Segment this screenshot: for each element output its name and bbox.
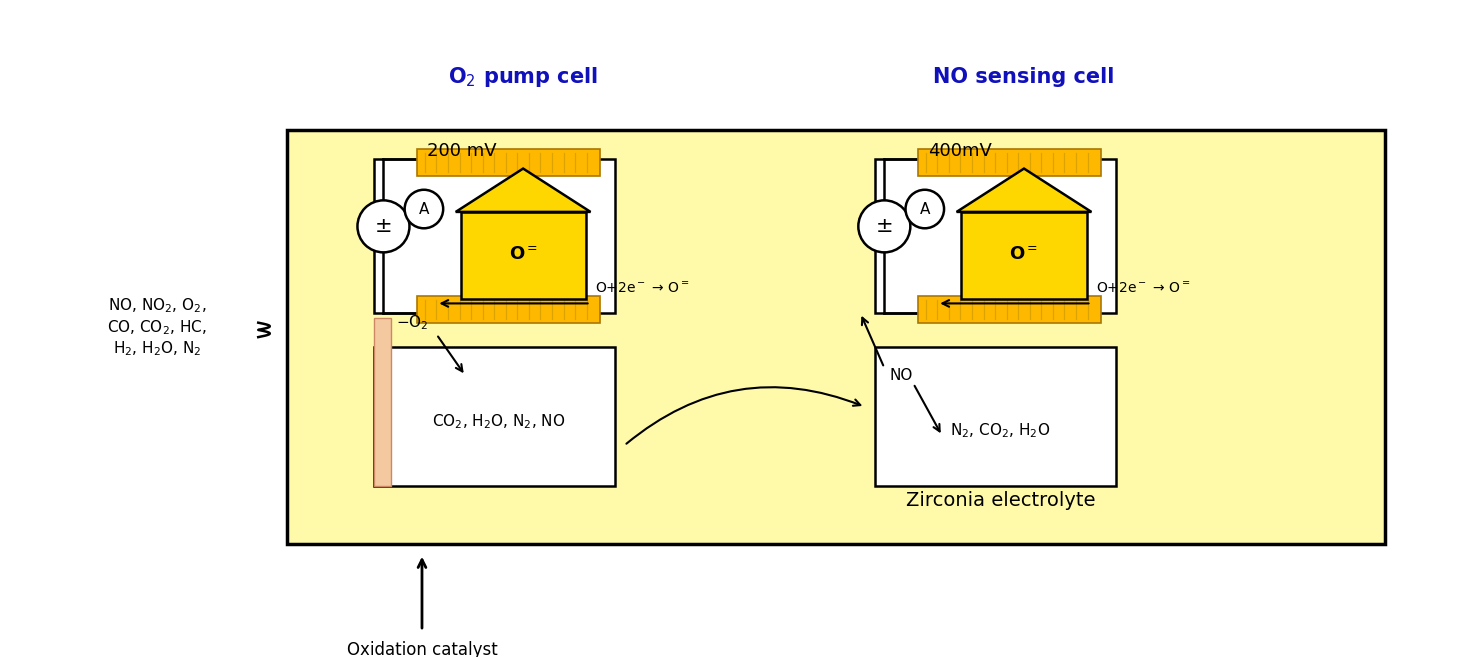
Bar — [374, 318, 392, 486]
Bar — [919, 149, 1101, 176]
Text: O+2e$^-$ → O$^=$: O+2e$^-$ → O$^=$ — [595, 281, 690, 296]
Text: 400mV: 400mV — [927, 142, 992, 160]
Polygon shape — [456, 169, 590, 212]
Text: $-$O$_2$: $-$O$_2$ — [396, 313, 428, 332]
Text: Oxidation catalyst: Oxidation catalyst — [346, 641, 498, 657]
Text: O$_2$ pump cell: O$_2$ pump cell — [447, 65, 598, 89]
Polygon shape — [961, 212, 1086, 298]
Polygon shape — [957, 169, 1091, 212]
Bar — [287, 130, 1385, 544]
Bar — [374, 347, 615, 486]
Bar — [919, 296, 1101, 323]
Bar — [417, 149, 601, 176]
Circle shape — [858, 200, 910, 252]
Text: 200 mV: 200 mV — [427, 142, 496, 160]
Text: NO: NO — [889, 368, 913, 383]
Text: N$_2$, CO$_2$, H$_2$O: N$_2$, CO$_2$, H$_2$O — [949, 422, 1050, 440]
Text: A: A — [920, 202, 930, 217]
Circle shape — [405, 190, 443, 228]
Bar — [374, 159, 615, 313]
Text: CO$_2$, H$_2$O, N$_2$, NO: CO$_2$, H$_2$O, N$_2$, NO — [433, 412, 565, 431]
Text: O+2e$^-$ → O$^=$: O+2e$^-$ → O$^=$ — [1097, 281, 1191, 296]
Text: A: A — [418, 202, 430, 217]
Polygon shape — [461, 212, 586, 298]
Text: Zirconia electrolyte: Zirconia electrolyte — [907, 491, 1095, 510]
Text: ±: ± — [876, 216, 894, 237]
Circle shape — [905, 190, 944, 228]
Text: O$^=$: O$^=$ — [1010, 246, 1039, 264]
Text: NO sensing cell: NO sensing cell — [933, 67, 1114, 87]
Bar — [874, 347, 1116, 486]
Circle shape — [358, 200, 409, 252]
Bar — [417, 296, 601, 323]
Text: O$^=$: O$^=$ — [508, 246, 537, 264]
Text: NO, NO$_2$, O$_2$,
CO, CO$_2$, HC,
H$_2$, H$_2$O, N$_2$: NO, NO$_2$, O$_2$, CO, CO$_2$, HC, H$_2$… — [107, 297, 208, 358]
Text: ±: ± — [375, 216, 392, 237]
Bar — [874, 159, 1116, 313]
